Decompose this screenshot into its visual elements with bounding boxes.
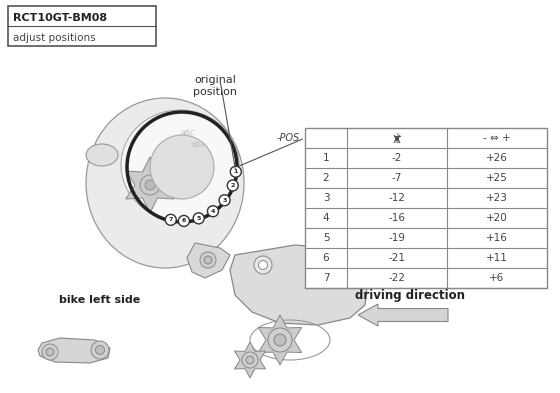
Text: -2: -2 xyxy=(392,153,402,163)
Text: original
position: original position xyxy=(193,75,237,97)
Text: -21: -21 xyxy=(389,253,405,263)
FancyArrow shape xyxy=(358,304,448,326)
Text: - ⇔ +: - ⇔ + xyxy=(483,133,511,143)
Text: -7: -7 xyxy=(392,173,402,183)
Text: 2: 2 xyxy=(231,183,235,188)
Text: 4: 4 xyxy=(211,209,215,214)
Circle shape xyxy=(254,256,272,274)
Text: -22: -22 xyxy=(389,273,405,283)
Polygon shape xyxy=(126,157,174,213)
Text: 6: 6 xyxy=(323,253,329,263)
Text: 3: 3 xyxy=(323,193,329,203)
Text: +26: +26 xyxy=(486,153,508,163)
Circle shape xyxy=(200,252,216,268)
Circle shape xyxy=(145,180,155,190)
Text: -19: -19 xyxy=(389,233,405,243)
Bar xyxy=(305,128,547,288)
Text: bike left side: bike left side xyxy=(59,295,141,305)
Polygon shape xyxy=(230,245,368,325)
Text: -12: -12 xyxy=(389,193,405,203)
Circle shape xyxy=(129,114,235,220)
Text: 7: 7 xyxy=(169,217,173,222)
Text: adjust positions: adjust positions xyxy=(13,33,96,43)
Circle shape xyxy=(242,352,258,368)
Polygon shape xyxy=(235,342,265,378)
Text: ARC: ARC xyxy=(181,130,195,136)
Circle shape xyxy=(140,175,160,195)
Circle shape xyxy=(329,253,347,271)
Text: RCT10GT-BM08: RCT10GT-BM08 xyxy=(13,13,107,23)
Text: 7: 7 xyxy=(323,273,329,283)
Circle shape xyxy=(204,256,212,264)
Circle shape xyxy=(268,328,292,352)
Circle shape xyxy=(42,344,58,360)
Text: +: + xyxy=(393,132,401,142)
Circle shape xyxy=(219,195,230,206)
Text: 4: 4 xyxy=(323,213,329,223)
Text: 6: 6 xyxy=(181,219,186,224)
Ellipse shape xyxy=(121,110,239,220)
Text: 2: 2 xyxy=(323,173,329,183)
Text: 3: 3 xyxy=(222,198,227,203)
Text: -16: -16 xyxy=(389,213,405,223)
Circle shape xyxy=(207,206,218,217)
Circle shape xyxy=(96,345,105,354)
Polygon shape xyxy=(258,315,302,365)
Text: +20: +20 xyxy=(486,213,508,223)
Circle shape xyxy=(259,261,268,270)
Text: KBA: KBA xyxy=(191,142,205,148)
Text: 1: 1 xyxy=(234,169,238,174)
Circle shape xyxy=(246,356,254,364)
Circle shape xyxy=(91,341,109,359)
Text: +23: +23 xyxy=(486,193,508,203)
Text: +6: +6 xyxy=(489,273,505,283)
Circle shape xyxy=(150,135,214,199)
Ellipse shape xyxy=(86,98,244,268)
Circle shape xyxy=(274,334,286,346)
Circle shape xyxy=(46,348,54,356)
Text: driving direction: driving direction xyxy=(355,288,465,301)
Circle shape xyxy=(130,115,234,219)
Text: +16: +16 xyxy=(486,233,508,243)
Text: -POS: -POS xyxy=(277,133,300,143)
Ellipse shape xyxy=(86,144,118,166)
Circle shape xyxy=(165,214,176,225)
Polygon shape xyxy=(38,338,110,363)
Text: 5: 5 xyxy=(197,216,201,221)
Text: -: - xyxy=(395,138,399,147)
Text: 5: 5 xyxy=(323,233,329,243)
Bar xyxy=(8,6,156,46)
Circle shape xyxy=(179,215,189,226)
Text: +25: +25 xyxy=(486,173,508,183)
Polygon shape xyxy=(187,243,230,278)
Circle shape xyxy=(227,180,238,191)
Circle shape xyxy=(334,257,343,266)
Text: 1: 1 xyxy=(323,153,329,163)
Text: +11: +11 xyxy=(486,253,508,263)
Circle shape xyxy=(230,166,241,177)
Circle shape xyxy=(193,213,204,224)
